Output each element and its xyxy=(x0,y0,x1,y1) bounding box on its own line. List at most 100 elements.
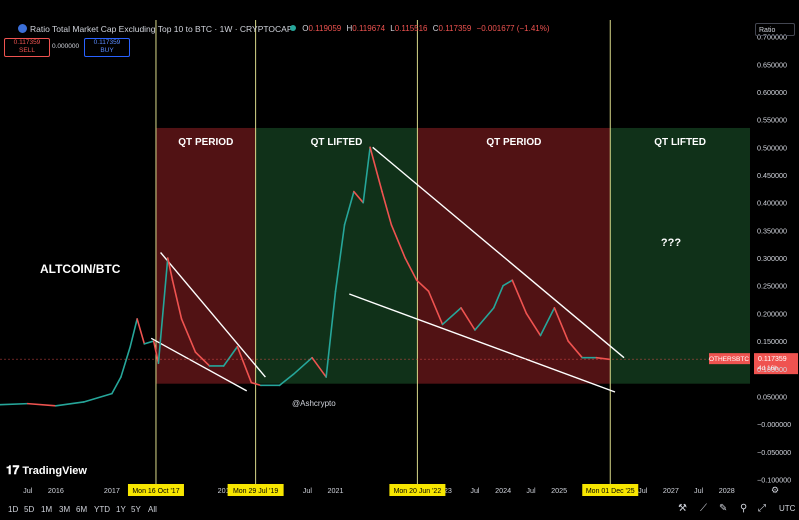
close-label: C xyxy=(432,24,439,33)
price-segment xyxy=(381,190,393,226)
region-label-1: QT LIFTED xyxy=(311,137,363,148)
price-segment xyxy=(250,381,262,387)
change-value: −0.001677 (−1.41%) xyxy=(476,24,550,33)
trendline-2 xyxy=(372,146,625,359)
symbol-title[interactable]: Ratio Total Market Cap Excluding Top 10 … xyxy=(18,24,293,34)
region-label-2: QT PERIOD xyxy=(486,137,541,148)
price-segment xyxy=(404,257,418,281)
region-qt-period-0[interactable] xyxy=(155,127,256,384)
x-tick-label: 2016 xyxy=(48,486,64,495)
series-layer: OTHERSBTC 0.117359 4d 16h xyxy=(0,146,798,407)
date-marker-lines xyxy=(155,20,611,490)
price-segment xyxy=(353,190,365,204)
tf-1m[interactable]: 1M xyxy=(41,505,53,514)
sell-button[interactable]: 0.117359 SELL xyxy=(4,38,50,57)
x-tick-label: 2021 xyxy=(328,486,344,495)
market-status-icon xyxy=(290,25,296,31)
x-tick-label: Jul xyxy=(23,486,33,495)
price-segment xyxy=(427,290,444,326)
buy-button[interactable]: 0.117359 BUY xyxy=(84,38,130,57)
price-segment xyxy=(129,318,138,348)
spread-value: 0.000000 xyxy=(52,43,80,50)
x-tick-label: Jul xyxy=(638,486,648,495)
price-segment xyxy=(415,279,430,293)
tf-ytd[interactable]: YTD xyxy=(94,505,110,514)
price-segment xyxy=(325,290,337,378)
x-tick-label: Jul xyxy=(303,486,313,495)
measure-icon[interactable]: ⚲ xyxy=(740,503,748,514)
line-tool-icon[interactable]: ⟋ xyxy=(700,503,707,514)
price-segment xyxy=(194,351,211,367)
symbol-logo-icon xyxy=(18,24,27,33)
y-tick-label: −0.000000 xyxy=(757,420,791,429)
low-value: 0.115516 xyxy=(394,24,428,33)
tf-all[interactable]: All xyxy=(148,505,157,514)
tf-5d[interactable]: 5D xyxy=(24,505,35,514)
x-tick-label: 201 xyxy=(218,486,230,495)
price-segment xyxy=(171,279,183,320)
region-qt-period-2[interactable] xyxy=(417,127,611,384)
high-value: 0.119674 xyxy=(352,24,386,33)
region-qt-lifted-1[interactable] xyxy=(255,127,418,384)
date-tag-1: Mon 29 Jul '19 xyxy=(233,488,278,495)
price-segment xyxy=(362,146,371,204)
timeframe-bar: 1D 5D 1M 3M 6M YTD 1Y 5Y All ⚒ ⟋ ✎ ⚲ ⤢ xyxy=(0,501,799,520)
price-segment xyxy=(292,356,313,376)
price-segment xyxy=(525,312,542,337)
trendline-1 xyxy=(150,337,248,392)
tf-3m[interactable]: 3M xyxy=(59,505,71,514)
brush-icon[interactable]: ✎ xyxy=(719,503,728,514)
region-label-3: QT LIFTED xyxy=(654,137,706,148)
price-segment xyxy=(143,340,155,345)
draw-tools-icon[interactable]: ⚒ xyxy=(678,503,687,514)
timezone-label[interactable]: UTC xyxy=(779,504,796,513)
tf-5y[interactable]: 5Y xyxy=(131,505,141,514)
zoom-icon[interactable]: ⤢ xyxy=(758,503,766,514)
price-tag: 0.117359 xyxy=(758,356,787,363)
y-tick-label: 0.500000 xyxy=(757,143,787,152)
gear-icon[interactable]: ⚙ xyxy=(771,485,780,495)
price-segment xyxy=(553,307,569,342)
region-label-0: QT PERIOD xyxy=(178,137,233,148)
price-segment xyxy=(311,356,327,378)
sell-label: SELL xyxy=(19,47,35,54)
price-segment xyxy=(369,146,383,193)
y-tick-label: 0.400000 xyxy=(757,199,787,208)
price-segment xyxy=(334,224,346,293)
tf-6m[interactable]: 6M xyxy=(76,505,88,514)
price-segment xyxy=(136,318,146,345)
date-tag-0: Mon 16 Oct '17 xyxy=(132,488,179,495)
x-tick-label: Jul xyxy=(694,486,704,495)
date-tag-bg-2 xyxy=(389,484,446,496)
date-tag-bg-3 xyxy=(582,484,639,496)
price-segment xyxy=(492,284,504,309)
region-qt-lifted-3[interactable] xyxy=(610,127,750,384)
price-axis[interactable]: 0.700000 0.650000 0.600000 0.550000 0.500000… xyxy=(757,33,791,485)
y-tick-label: 0.600000 xyxy=(757,88,787,97)
price-segment xyxy=(278,373,295,387)
x-tick-label: 2025 xyxy=(551,486,567,495)
buy-label: BUY xyxy=(100,47,114,54)
x-tick-label: Jul xyxy=(470,486,480,495)
annotation-altcoin-btc: ALTCOIN/BTC xyxy=(40,262,121,276)
y-tick-label: 0.650000 xyxy=(757,60,787,69)
x-tick-label: '23 xyxy=(443,486,452,495)
tf-1d[interactable]: 1D xyxy=(8,505,19,514)
tf-1y[interactable]: 1Y xyxy=(116,505,126,514)
price-segment xyxy=(539,307,556,337)
buy-price: 0.117359 xyxy=(93,39,121,46)
sell-price: 0.117359 xyxy=(13,39,41,46)
scale-mode-button[interactable]: Ratio xyxy=(755,23,795,36)
open-label: O xyxy=(302,24,309,33)
price-segment xyxy=(180,318,197,353)
trendline-layer: ALTCOIN/BTC??? @Ashcrypto xyxy=(40,146,681,408)
y-tick-label: 0.550000 xyxy=(757,116,787,125)
time-axis[interactable]: Jul20162017Jul2012Jul20212'23Jul2024Jul2… xyxy=(23,486,735,495)
tradingview-logo-text: TradingView xyxy=(22,465,87,477)
price-segment xyxy=(390,224,406,259)
tradingview-logo[interactable]: 𝟏𝟕 TradingView xyxy=(6,463,87,478)
x-tick-label: 2017 xyxy=(104,486,120,495)
watermark-text: @Ashcrypto xyxy=(292,399,336,408)
y-tick-label: −0.100000 xyxy=(757,475,791,484)
